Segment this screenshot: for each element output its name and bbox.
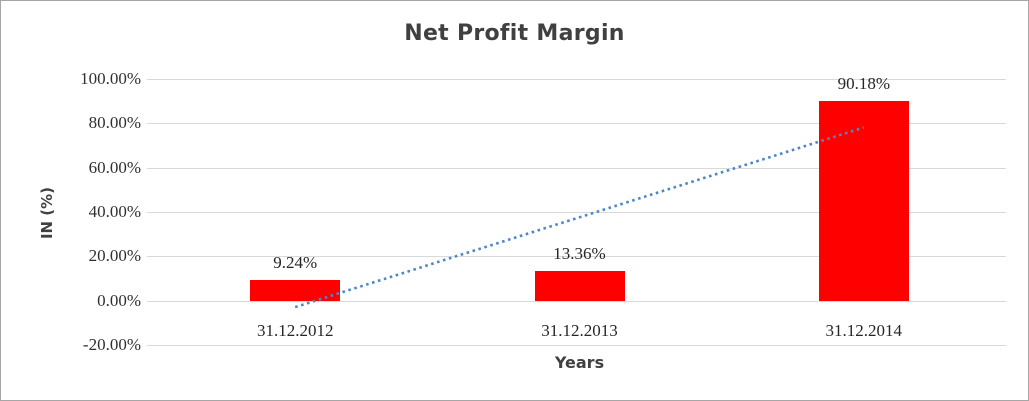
gridline — [147, 300, 1006, 302]
gridline — [147, 123, 1006, 125]
category-label: 31.12.2014 — [825, 320, 903, 340]
x-axis-title: Years — [554, 353, 605, 372]
bar — [818, 100, 909, 301]
chart-title: Net Profit Margin — [404, 21, 625, 46]
y-tick-label: -20.00% — [82, 335, 141, 354]
data-label: 9.24% — [273, 253, 318, 273]
gridline — [147, 79, 1006, 80]
data-label: 13.36% — [553, 244, 606, 264]
y-tick-label: 0.00% — [97, 290, 141, 310]
bar — [250, 280, 341, 301]
bar — [534, 271, 625, 301]
y-tick-label: 80.00% — [88, 113, 141, 133]
category-label: 31.12.2012 — [256, 320, 334, 340]
category-label: 31.12.2013 — [541, 320, 618, 340]
y-tick-label: 60.00% — [88, 157, 141, 177]
gridline — [147, 345, 1006, 346]
y-tick-label: 40.00% — [88, 202, 141, 221]
data-label: 90.18% — [837, 73, 890, 93]
y-tick-label: 20.00% — [88, 246, 141, 266]
y-tick-label: 100.00% — [80, 69, 141, 88]
